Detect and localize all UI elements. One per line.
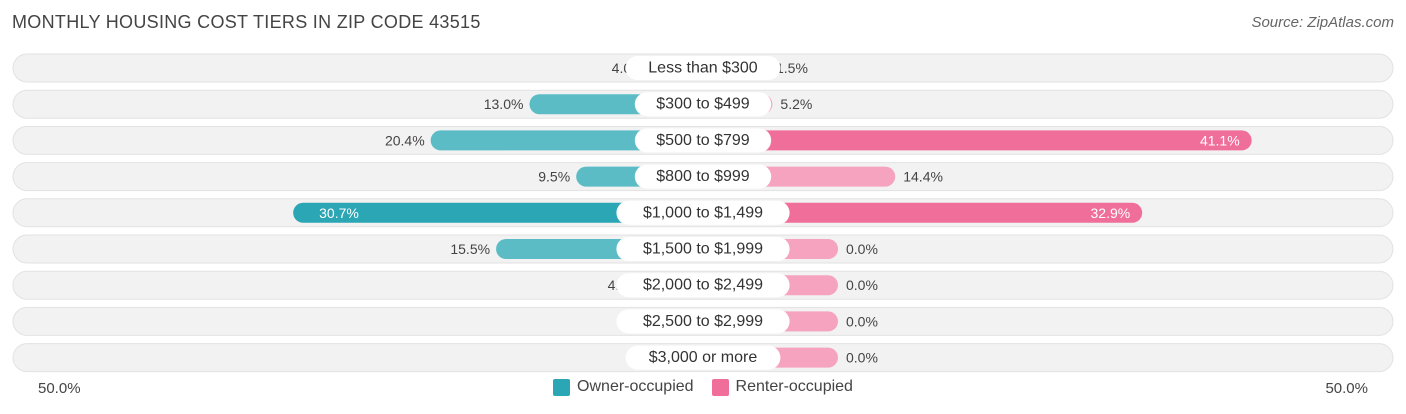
category-pill bbox=[634, 128, 772, 153]
legend: Owner-occupied Renter-occupied bbox=[0, 378, 1406, 396]
category-pill bbox=[634, 164, 772, 189]
renter-value-label: 14.4% bbox=[903, 169, 943, 185]
axis-label-right: 50.0% bbox=[1325, 380, 1368, 397]
category-label: $2,000 to $2,499 bbox=[643, 277, 763, 294]
owner-value-label: 20.4% bbox=[385, 132, 425, 148]
legend-item-renter: Renter-occupied bbox=[711, 378, 853, 396]
category-label: $1,000 to $1,499 bbox=[643, 204, 763, 221]
category-label: $1,500 to $1,999 bbox=[643, 241, 763, 258]
category-pill bbox=[616, 200, 790, 225]
category-pill bbox=[616, 273, 790, 298]
renter-value-label: 32.9% bbox=[1091, 205, 1131, 221]
legend-item-owner: Owner-occupied bbox=[553, 378, 694, 396]
category-label: $800 to $999 bbox=[656, 168, 750, 185]
legend-swatch-owner bbox=[553, 378, 571, 396]
renter-value-label: 0.0% bbox=[846, 277, 878, 293]
chart-title: MONTHLY HOUSING COST TIERS IN ZIP CODE 4… bbox=[12, 12, 481, 32]
renter-value-label: 0.0% bbox=[846, 241, 878, 257]
category-label: $300 to $499 bbox=[656, 96, 750, 113]
axis-label-left: 50.0% bbox=[38, 380, 81, 397]
category-pill bbox=[616, 309, 790, 334]
owner-bar bbox=[430, 130, 703, 151]
category-label: $3,000 or more bbox=[649, 349, 758, 366]
category-label: Less than $300 bbox=[648, 60, 758, 77]
renter-bar bbox=[703, 130, 1252, 151]
category-pill bbox=[634, 92, 772, 117]
category-pill bbox=[625, 56, 781, 80]
chart-source: Source: ZipAtlas.com bbox=[1251, 14, 1394, 31]
legend-label-renter: Renter-occupied bbox=[735, 378, 853, 395]
renter-value-label: 1.5% bbox=[776, 60, 808, 76]
legend-swatch-renter bbox=[711, 378, 729, 396]
renter-value-label: 5.2% bbox=[780, 96, 812, 112]
renter-bar bbox=[703, 202, 1143, 223]
renter-value-label: 0.0% bbox=[846, 313, 878, 329]
owner-value-label: 15.5% bbox=[450, 241, 490, 257]
owner-bar bbox=[293, 202, 703, 223]
renter-value-label: 41.1% bbox=[1200, 132, 1240, 148]
legend-label-owner: Owner-occupied bbox=[577, 378, 694, 395]
owner-value-label: 13.0% bbox=[484, 96, 524, 112]
category-pill bbox=[625, 345, 781, 370]
owner-value-label: 30.7% bbox=[319, 205, 359, 221]
category-label: $2,500 to $2,999 bbox=[643, 313, 763, 330]
owner-value-label: 9.5% bbox=[538, 169, 570, 185]
renter-value-label: 0.0% bbox=[846, 350, 878, 366]
category-label: $500 to $799 bbox=[656, 132, 750, 149]
category-pill bbox=[616, 237, 790, 261]
